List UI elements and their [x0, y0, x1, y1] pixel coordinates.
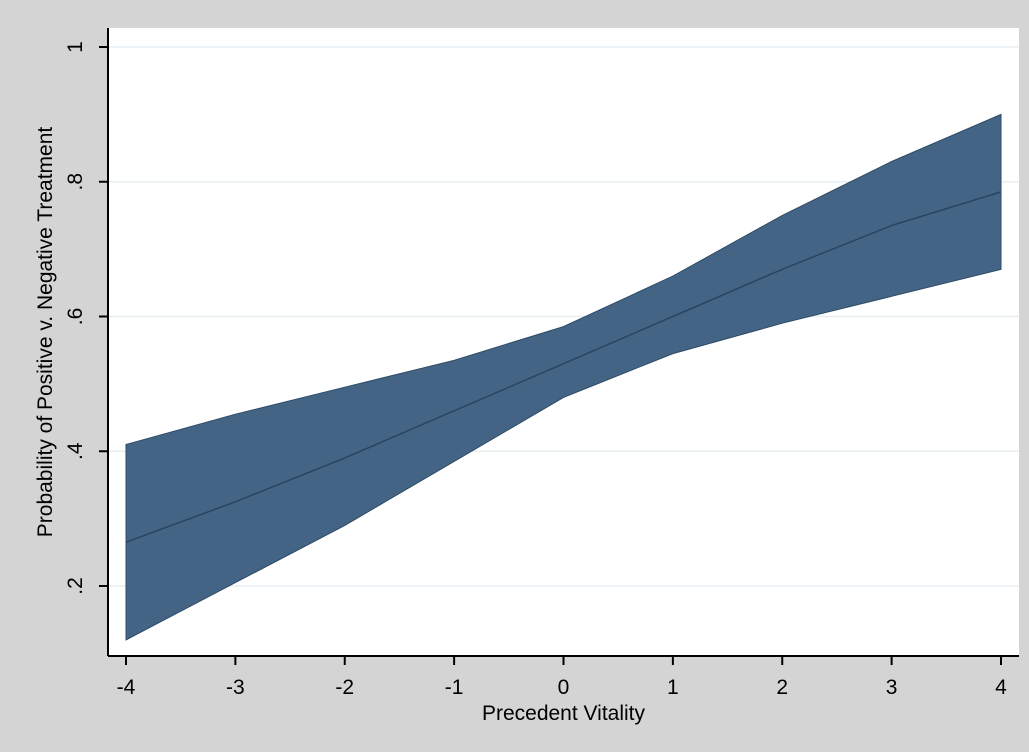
x-tick-label: -3 — [226, 676, 245, 699]
y-axis-title: Probability of Positive v. Negative Trea… — [34, 127, 57, 538]
y-tick-label: .6 — [64, 308, 87, 326]
y-tick-label: .8 — [64, 173, 87, 191]
confidence-band-layer — [125, 113, 1002, 641]
x-tick-label: -1 — [445, 676, 464, 699]
prediction-line — [125, 191, 1002, 543]
axes: .2 .4 .6 .8 1 -4 -3 -2 -1 0 1 2 3 4 — [64, 28, 1019, 699]
confidence-band — [125, 113, 1002, 641]
x-tick-label: 3 — [886, 676, 898, 699]
x-tick-label: 2 — [776, 676, 788, 699]
x-tick-label: -2 — [335, 676, 354, 699]
y-tick-label: .4 — [64, 442, 87, 460]
x-tick-label: 1 — [667, 676, 679, 699]
y-tick-label: 1 — [64, 41, 87, 53]
x-axis-title: Precedent Vitality — [482, 702, 646, 725]
x-tick-label: -4 — [117, 676, 136, 699]
x-tick-label: 0 — [558, 676, 570, 699]
x-tick-label: 4 — [995, 676, 1007, 699]
prediction-line-layer — [125, 191, 1002, 543]
y-tick-label: .2 — [64, 577, 87, 595]
